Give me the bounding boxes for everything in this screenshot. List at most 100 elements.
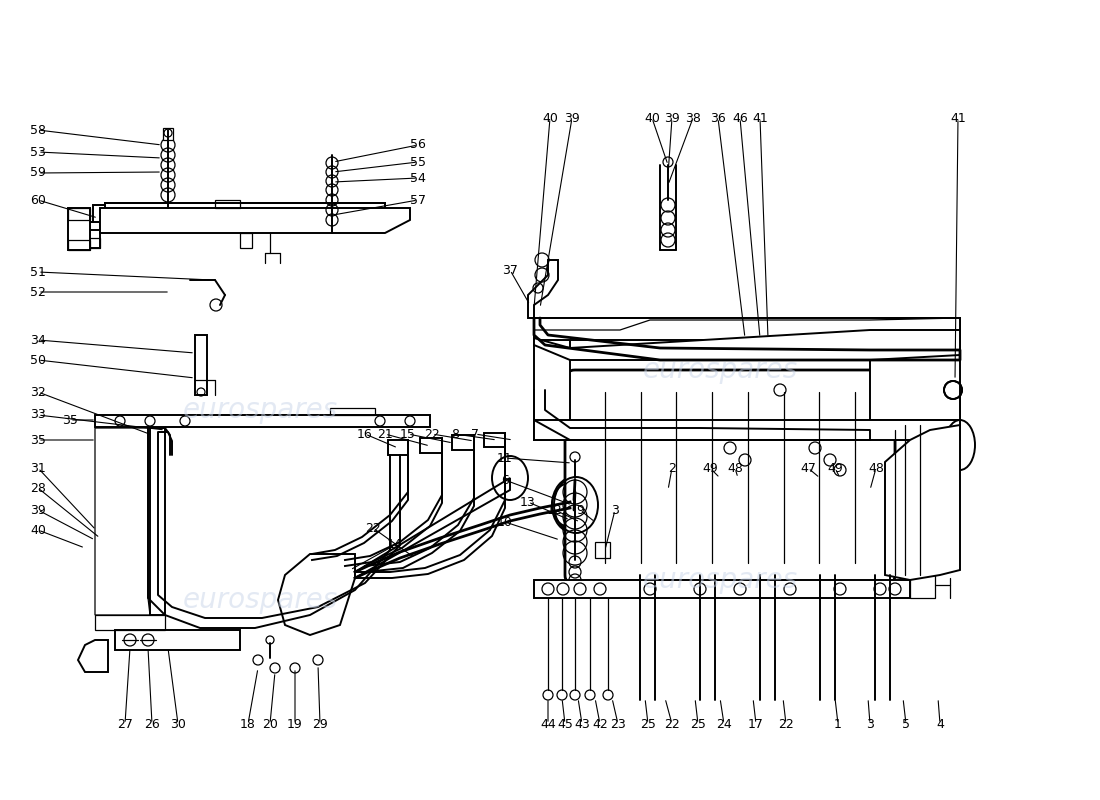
Text: 46: 46 xyxy=(733,111,748,125)
Text: 37: 37 xyxy=(502,263,518,277)
Polygon shape xyxy=(278,554,355,635)
Text: 21: 21 xyxy=(377,427,393,441)
Text: 22: 22 xyxy=(365,522,381,534)
Text: 6: 6 xyxy=(502,474,509,486)
Text: 60: 60 xyxy=(30,194,46,206)
Polygon shape xyxy=(880,370,896,440)
Polygon shape xyxy=(68,208,90,250)
Polygon shape xyxy=(534,330,960,360)
Polygon shape xyxy=(534,318,960,360)
Text: 18: 18 xyxy=(240,718,256,730)
Text: 58: 58 xyxy=(30,123,46,137)
Text: 7: 7 xyxy=(471,427,478,441)
Text: 23: 23 xyxy=(610,718,626,730)
Text: 9: 9 xyxy=(576,503,584,517)
Text: 42: 42 xyxy=(592,718,608,730)
Text: 24: 24 xyxy=(716,718,732,730)
Text: eurospares: eurospares xyxy=(642,566,798,594)
Text: 3: 3 xyxy=(866,718,873,730)
Text: 41: 41 xyxy=(752,111,768,125)
Text: 55: 55 xyxy=(410,155,426,169)
Text: 50: 50 xyxy=(30,354,46,366)
Text: 25: 25 xyxy=(640,718,656,730)
Text: 13: 13 xyxy=(520,495,536,509)
Polygon shape xyxy=(896,365,913,440)
Polygon shape xyxy=(886,425,960,580)
Text: 11: 11 xyxy=(497,451,513,465)
Polygon shape xyxy=(95,415,430,427)
Text: 22: 22 xyxy=(664,718,680,730)
Text: 17: 17 xyxy=(748,718,763,730)
Polygon shape xyxy=(534,318,960,440)
Text: 59: 59 xyxy=(30,166,46,179)
Text: 20: 20 xyxy=(262,718,278,730)
Text: 22: 22 xyxy=(778,718,794,730)
Text: 52: 52 xyxy=(30,286,46,298)
Text: 32: 32 xyxy=(30,386,46,398)
Text: 53: 53 xyxy=(30,146,46,158)
Polygon shape xyxy=(912,360,928,440)
Text: 19: 19 xyxy=(287,718,303,730)
Text: 47: 47 xyxy=(800,462,816,474)
Text: 38: 38 xyxy=(685,111,701,125)
Polygon shape xyxy=(528,260,558,318)
Polygon shape xyxy=(864,375,880,440)
Text: 4: 4 xyxy=(936,718,944,730)
Text: 27: 27 xyxy=(117,718,133,730)
Polygon shape xyxy=(452,435,474,450)
Text: 31: 31 xyxy=(30,462,46,474)
Text: 35: 35 xyxy=(30,434,46,446)
Text: 15: 15 xyxy=(400,427,416,441)
Text: 2: 2 xyxy=(668,462,675,474)
Text: 1: 1 xyxy=(834,718,842,730)
Text: 51: 51 xyxy=(30,266,46,278)
Text: 49: 49 xyxy=(702,462,718,474)
Text: 43: 43 xyxy=(574,718,590,730)
Text: 12: 12 xyxy=(547,503,563,517)
Text: eurospares: eurospares xyxy=(183,396,338,424)
Text: 40: 40 xyxy=(542,111,558,125)
Text: 39: 39 xyxy=(664,111,680,125)
Text: 45: 45 xyxy=(557,718,573,730)
Text: 48: 48 xyxy=(727,462,742,474)
FancyBboxPatch shape xyxy=(565,370,895,585)
Text: 25: 25 xyxy=(690,718,706,730)
Polygon shape xyxy=(355,478,510,578)
Text: 5: 5 xyxy=(902,718,910,730)
Text: 36: 36 xyxy=(711,111,726,125)
Polygon shape xyxy=(388,440,408,455)
Text: 26: 26 xyxy=(144,718,159,730)
Text: 22: 22 xyxy=(425,427,440,441)
Text: 35: 35 xyxy=(62,414,78,426)
Text: 40: 40 xyxy=(30,523,46,537)
Text: eurospares: eurospares xyxy=(183,586,338,614)
Text: 54: 54 xyxy=(410,171,426,185)
Circle shape xyxy=(375,416,385,426)
Text: 40: 40 xyxy=(645,111,660,125)
Circle shape xyxy=(116,416,125,426)
Polygon shape xyxy=(163,128,173,140)
Text: 14: 14 xyxy=(387,538,403,551)
Text: 34: 34 xyxy=(30,334,46,346)
Text: 30: 30 xyxy=(170,718,186,730)
Text: 39: 39 xyxy=(564,111,580,125)
Text: 44: 44 xyxy=(540,718,556,730)
Text: 10: 10 xyxy=(497,515,513,529)
Text: 28: 28 xyxy=(30,482,46,494)
Text: 3: 3 xyxy=(612,503,619,517)
Text: 33: 33 xyxy=(30,409,46,422)
Text: 56: 56 xyxy=(410,138,426,151)
Text: 57: 57 xyxy=(410,194,426,206)
Text: 16: 16 xyxy=(358,427,373,441)
Circle shape xyxy=(180,416,190,426)
Circle shape xyxy=(405,416,415,426)
Polygon shape xyxy=(420,438,442,453)
Text: 39: 39 xyxy=(30,503,46,517)
Text: 8: 8 xyxy=(451,427,459,441)
Polygon shape xyxy=(484,433,505,447)
Text: 41: 41 xyxy=(950,111,966,125)
Polygon shape xyxy=(534,580,910,598)
Polygon shape xyxy=(100,208,410,233)
Text: 48: 48 xyxy=(868,462,884,474)
Text: 49: 49 xyxy=(827,462,843,474)
